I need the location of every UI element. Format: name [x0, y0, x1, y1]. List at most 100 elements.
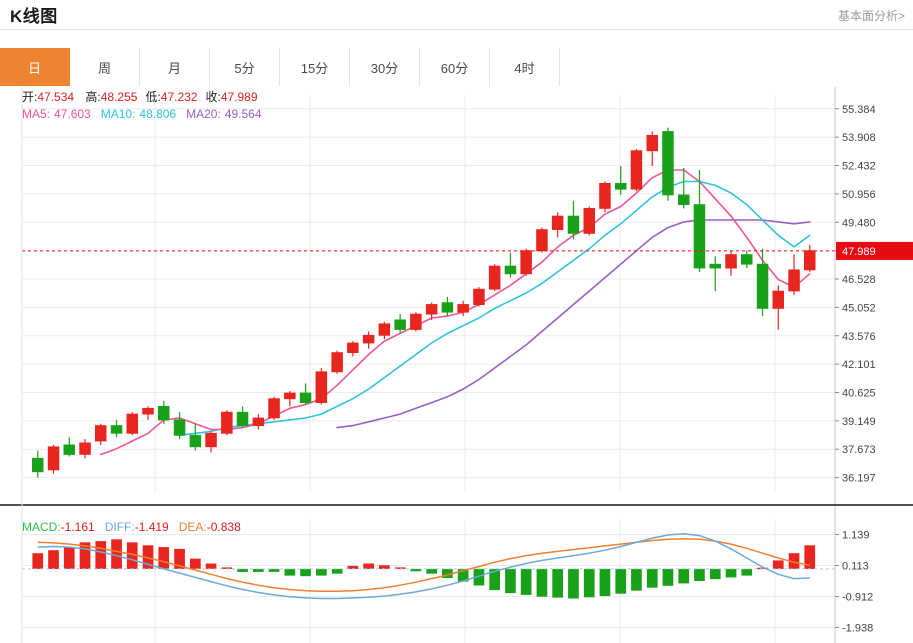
price-tick-label: 39.149 [842, 416, 876, 428]
macd-bar [379, 565, 390, 569]
low-label: 低: [145, 90, 160, 104]
candlestick [110, 425, 123, 434]
candlestick [536, 229, 548, 252]
price-tick-label: 46.528 [842, 274, 876, 286]
period-tabbar: 日 周 月 5分 15分 30分 60分 4时 [0, 48, 913, 86]
moving-average-lines [99, 169, 811, 456]
candlestick [79, 442, 91, 455]
candlestick [441, 302, 454, 313]
macd-bar [473, 568, 485, 586]
macd-bar [316, 568, 327, 576]
macd-bar [725, 568, 737, 578]
macd-bar [804, 545, 816, 569]
macd-bar [631, 568, 642, 591]
macd-bar [237, 568, 248, 572]
macd-grid [22, 533, 835, 629]
ma10-label: MA10: [101, 107, 136, 121]
candlestick-series [32, 127, 816, 478]
tab-day[interactable]: 日 [0, 48, 70, 86]
macd-bar [505, 568, 516, 594]
candlestick [615, 183, 627, 190]
diff-value: -1.419 [135, 520, 169, 534]
candlestick [630, 150, 643, 190]
page-header: K线图 基本面分析> [0, 0, 913, 30]
candlestick [709, 263, 722, 269]
candlestick [157, 405, 170, 421]
price-tick-label: 37.673 [842, 444, 876, 456]
candlestick [32, 457, 44, 473]
macd-bar [520, 568, 532, 595]
candlestick [725, 254, 737, 269]
candlestick [772, 290, 785, 309]
fundamental-analysis-link[interactable]: 基本面分析> [837, 9, 905, 23]
high-label: 高: [85, 89, 100, 104]
macd-bar [347, 565, 359, 569]
close-value: 47.989 [221, 90, 258, 104]
macd-bar [190, 558, 201, 569]
macd-bar [111, 539, 122, 569]
price-axis-ticks: 55.384 53.908 52.432 50.956 49.480 46.528 45.0… [835, 104, 876, 485]
current-price-tag: 47.989 [836, 241, 913, 260]
macd-bar [662, 568, 674, 586]
macd-bar [694, 568, 705, 581]
macd-tick-label: 1.139 [842, 529, 870, 541]
macd-bar [741, 568, 753, 576]
macd-value: -1.161 [61, 520, 95, 534]
price-tick-label: 36.197 [842, 473, 876, 485]
macd-bar [79, 542, 91, 569]
ohlc-legend: 开:47.534 高:48.255 低:47.232 收:47.989 [22, 89, 258, 104]
tabbar-filler [560, 48, 913, 86]
kline-chart-svg[interactable]: 55.384 53.908 52.432 50.956 49.480 46.528 45.0… [0, 87, 913, 643]
tab-4hour[interactable]: 4时 [490, 48, 560, 86]
candlestick [142, 407, 154, 415]
candlestick [299, 392, 312, 404]
macd-tick-label: -0.912 [842, 591, 873, 603]
macd-tick-label: 0.113 [842, 560, 869, 572]
macd-axis-ticks: 1.139 0.113 -0.912 -1.938 [835, 529, 873, 635]
ma20-label: MA20: [186, 107, 221, 121]
macd-bar [174, 548, 185, 569]
diff-label: DIFF: [105, 520, 135, 534]
macd-histogram [22, 539, 835, 599]
macd-bar [568, 568, 579, 599]
candlestick [678, 194, 690, 206]
candlestick [173, 419, 186, 436]
tab-15min[interactable]: 15分 [280, 48, 350, 86]
candlestick [410, 313, 422, 330]
chart-area[interactable]: 55.384 53.908 52.432 50.956 49.480 46.528 45.0… [0, 87, 913, 643]
candlestick [315, 371, 328, 403]
page-title: K线图 [10, 7, 58, 26]
candlestick [662, 131, 674, 196]
candlestick [457, 304, 469, 313]
price-tick-label: 42.101 [842, 359, 876, 371]
ma5-value: 47.603 [54, 107, 91, 121]
macd-bar [457, 568, 469, 582]
macd-lines [37, 533, 810, 600]
candlestick [268, 398, 280, 419]
price-tick-label: 53.908 [842, 132, 876, 144]
tab-30min[interactable]: 30分 [350, 48, 420, 86]
tab-month[interactable]: 月 [140, 48, 210, 86]
tab-5min[interactable]: 5分 [210, 48, 280, 86]
macd-bar [331, 568, 343, 574]
candlestick [221, 411, 233, 434]
macd-bar [363, 563, 374, 569]
price-tick-label: 50.956 [842, 189, 876, 201]
ma5-label: MA5: [22, 107, 50, 121]
high-value: 48.255 [101, 90, 138, 104]
candlestick [693, 204, 706, 269]
macd-label: MACD: [22, 520, 61, 534]
chart-frame [0, 87, 913, 643]
candlestick [551, 215, 564, 231]
candlestick [520, 250, 532, 275]
price-tick-label: 40.625 [842, 387, 876, 399]
tab-60min[interactable]: 60分 [420, 48, 490, 86]
low-value: 47.232 [161, 90, 198, 104]
macd-bar [410, 568, 422, 572]
ma-legend: MA5: 47.603 MA10: 48.806 MA20: 49.564 [22, 107, 262, 121]
macd-bar [142, 545, 154, 569]
tab-week[interactable]: 周 [70, 48, 140, 86]
close-label: 收: [205, 90, 220, 104]
